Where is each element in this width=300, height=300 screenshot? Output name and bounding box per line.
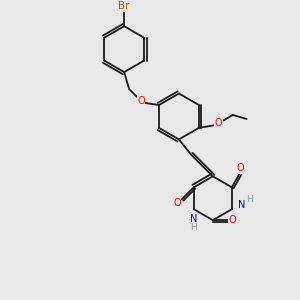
Text: N: N xyxy=(238,200,245,210)
Text: Br: Br xyxy=(118,1,130,11)
Text: O: O xyxy=(236,163,244,173)
Text: O: O xyxy=(137,96,145,106)
Text: H: H xyxy=(246,195,253,204)
Text: H: H xyxy=(190,223,197,232)
Text: N: N xyxy=(190,214,197,224)
Text: O: O xyxy=(229,215,237,225)
Text: O: O xyxy=(215,118,223,128)
Text: O: O xyxy=(173,198,181,208)
